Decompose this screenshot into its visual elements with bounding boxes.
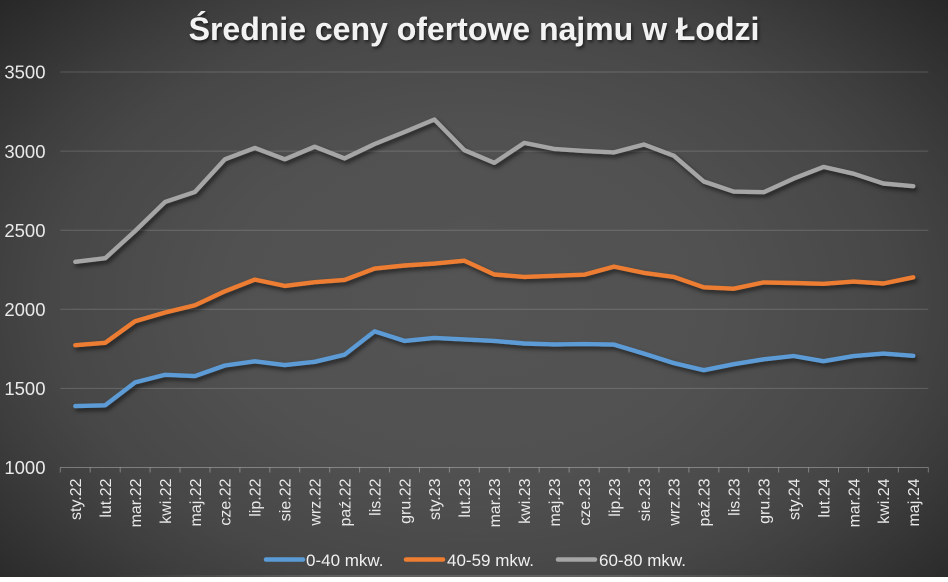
svg-text:kwi.23: kwi.23	[517, 478, 534, 523]
svg-text:lip.22: lip.22	[248, 478, 265, 516]
svg-text:0-40 mkw.: 0-40 mkw.	[306, 551, 383, 570]
svg-text:1500: 1500	[4, 378, 45, 399]
svg-text:cze.22: cze.22	[218, 478, 235, 525]
svg-text:mar.24: mar.24	[846, 478, 863, 527]
svg-text:3000: 3000	[4, 141, 45, 162]
svg-text:60-80 mkw.: 60-80 mkw.	[599, 551, 686, 570]
svg-text:maj.24: maj.24	[906, 478, 923, 526]
svg-text:Średnie ceny ofertowe najmu w: Średnie ceny ofertowe najmu w Łodzi	[189, 11, 760, 47]
svg-text:kwi.24: kwi.24	[876, 478, 893, 523]
svg-text:gru.22: gru.22	[397, 478, 414, 523]
svg-text:2500: 2500	[4, 220, 45, 241]
svg-text:lut.24: lut.24	[816, 478, 833, 517]
svg-text:2000: 2000	[4, 299, 45, 320]
svg-text:lip.23: lip.23	[607, 478, 624, 516]
svg-text:sty.22: sty.22	[68, 478, 85, 520]
svg-text:kwi.22: kwi.22	[158, 478, 175, 523]
svg-text:paź.22: paź.22	[337, 478, 354, 526]
svg-text:gru.23: gru.23	[757, 478, 774, 523]
svg-text:mar.23: mar.23	[487, 478, 504, 527]
svg-text:maj.23: maj.23	[547, 478, 564, 526]
svg-text:sie.23: sie.23	[637, 478, 654, 521]
svg-text:lut.22: lut.22	[98, 478, 115, 517]
svg-text:lis.23: lis.23	[727, 478, 744, 515]
svg-text:mar.22: mar.22	[128, 478, 145, 527]
svg-text:lut.23: lut.23	[457, 478, 474, 517]
svg-text:paź.23: paź.23	[697, 478, 714, 526]
svg-text:lis.22: lis.22	[367, 478, 384, 515]
svg-text:40-59 mkw.: 40-59 mkw.	[447, 551, 534, 570]
svg-text:sty.23: sty.23	[427, 478, 444, 520]
svg-text:cze.23: cze.23	[577, 478, 594, 525]
svg-text:sie.22: sie.22	[278, 478, 295, 521]
svg-text:wrz.22: wrz.22	[308, 478, 325, 526]
svg-text:sty.24: sty.24	[786, 478, 803, 520]
svg-text:wrz.23: wrz.23	[667, 478, 684, 526]
svg-text:3500: 3500	[4, 62, 45, 83]
svg-text:maj.22: maj.22	[188, 478, 205, 526]
svg-text:1000: 1000	[4, 457, 45, 478]
